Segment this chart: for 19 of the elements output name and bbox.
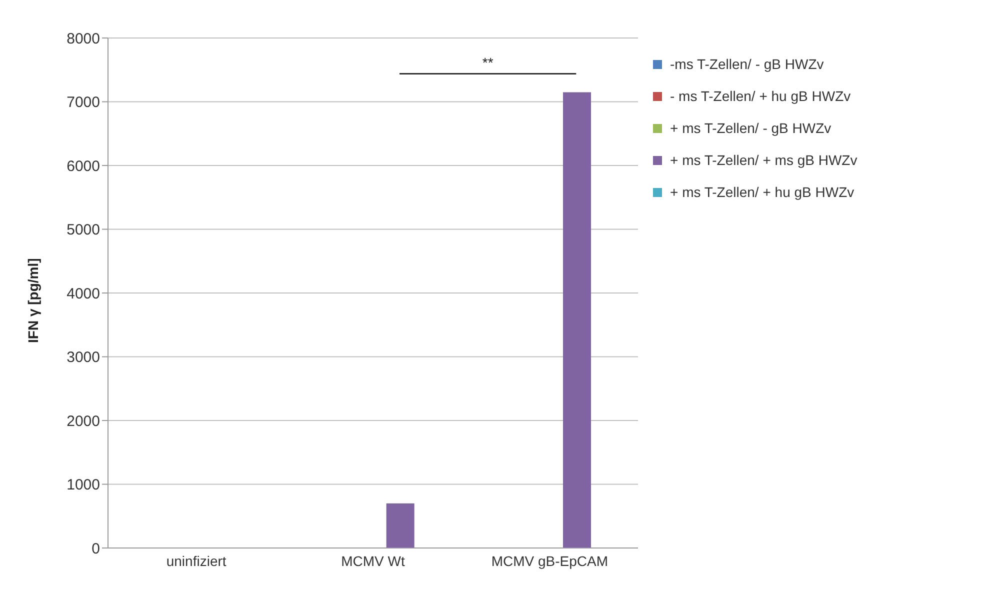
x-tick-label: MCMV Wt bbox=[341, 552, 405, 569]
y-tick-label: 2000 bbox=[66, 412, 100, 430]
y-tick-label: 0 bbox=[92, 540, 100, 558]
y-tick-label: 4000 bbox=[66, 285, 100, 302]
y-tick-label: 1000 bbox=[66, 476, 100, 494]
x-tick-label: MCMV gB-EpCAM bbox=[491, 552, 608, 569]
y-tick-label: 3000 bbox=[66, 349, 100, 366]
y-tick-label: 8000 bbox=[66, 30, 100, 48]
y-tick-label: 5000 bbox=[66, 222, 100, 239]
x-tick-label: uninfiziert bbox=[166, 552, 226, 569]
annotation: ** bbox=[482, 54, 494, 71]
legend-label: + ms T-Zellen/ + hu gB HWZv bbox=[670, 184, 854, 200]
y-axis-title: IFN γ [pg/ml] bbox=[24, 258, 41, 343]
legend-label: + ms T-Zellen/ + ms gB HWZv bbox=[670, 152, 858, 168]
y-tick-label: 6000 bbox=[66, 158, 100, 175]
legend-label: -ms T-Zellen/ - gB HWZv bbox=[670, 56, 824, 72]
legend-label: + ms T-Zellen/ - gB HWZv bbox=[670, 120, 832, 136]
y-tick-label: 7000 bbox=[66, 94, 100, 112]
legend-label: - ms T-Zellen/ + hu gB HWZv bbox=[670, 88, 851, 104]
